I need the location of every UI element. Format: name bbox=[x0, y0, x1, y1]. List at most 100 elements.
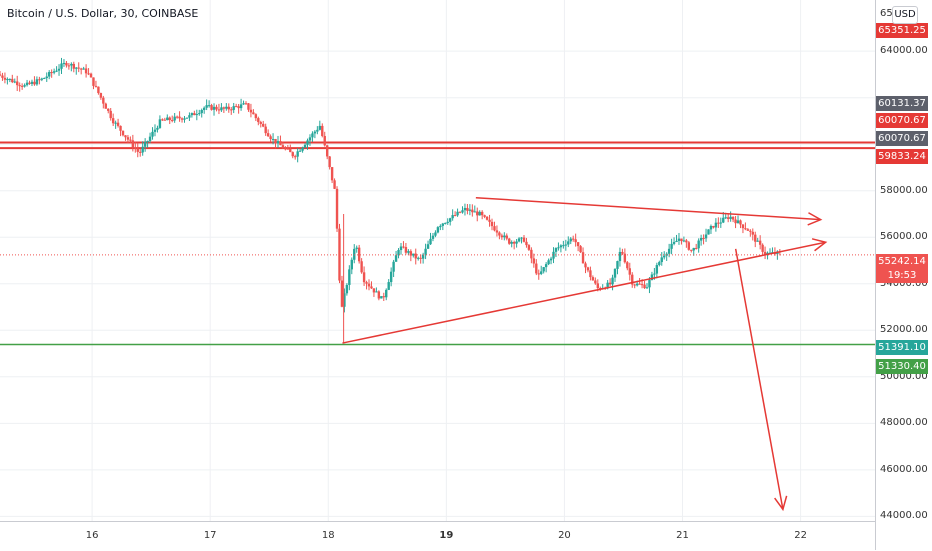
candle-body bbox=[444, 222, 447, 224]
candle-body bbox=[584, 263, 587, 268]
candle-body bbox=[195, 114, 199, 116]
candle-body bbox=[744, 228, 747, 230]
candle-body bbox=[687, 242, 691, 250]
currency-button[interactable]: USD bbox=[892, 6, 918, 24]
candle-body bbox=[259, 122, 262, 124]
candle-body bbox=[362, 272, 366, 283]
candle-body bbox=[62, 62, 66, 64]
candle-body bbox=[382, 296, 385, 298]
candle-body bbox=[613, 268, 617, 278]
time-axis-label: 19 bbox=[439, 530, 454, 541]
candle-body bbox=[355, 247, 358, 249]
candle-body bbox=[544, 264, 548, 268]
candle-body bbox=[535, 263, 538, 274]
price-axis-label: 50000.00 bbox=[880, 370, 928, 382]
candle-body bbox=[345, 284, 349, 294]
candle-body bbox=[746, 229, 750, 231]
candle-body bbox=[139, 151, 142, 153]
candle-body bbox=[33, 81, 36, 85]
candle-body bbox=[741, 224, 745, 229]
candle-body bbox=[0, 74, 2, 76]
triangle-lower-line bbox=[342, 241, 826, 344]
candle-body bbox=[279, 141, 282, 146]
time-axis[interactable] bbox=[0, 521, 875, 551]
price-badge: 51330.40 bbox=[876, 359, 928, 374]
candle-body bbox=[734, 219, 737, 224]
candle-body bbox=[571, 238, 575, 240]
candle-body bbox=[621, 251, 624, 254]
candle-body bbox=[542, 267, 545, 272]
price-chart[interactable] bbox=[0, 0, 875, 521]
candle-body bbox=[289, 148, 292, 153]
candle-body bbox=[225, 106, 228, 109]
candle-body bbox=[540, 271, 543, 274]
candle-body bbox=[726, 217, 730, 219]
candle-body bbox=[493, 226, 496, 231]
candle-body bbox=[453, 215, 457, 217]
candle-body bbox=[722, 217, 725, 223]
candle-body bbox=[114, 122, 117, 124]
candle-body bbox=[655, 265, 659, 274]
candle-body bbox=[183, 118, 186, 120]
candle-body bbox=[134, 147, 137, 149]
candle-body bbox=[50, 72, 53, 74]
candle-body bbox=[581, 252, 585, 264]
candle-body bbox=[697, 240, 700, 249]
candle-body bbox=[635, 283, 639, 286]
candle-body bbox=[294, 156, 297, 158]
price-axis-label: 54000.00 bbox=[880, 277, 928, 289]
chart-area[interactable] bbox=[0, 0, 875, 521]
candle-body bbox=[712, 225, 715, 228]
candle-body bbox=[761, 244, 764, 252]
candle-body bbox=[648, 280, 651, 288]
candle-body bbox=[173, 116, 176, 121]
candle-body bbox=[478, 211, 481, 216]
time-axis-label: 18 bbox=[321, 530, 335, 541]
candle-body bbox=[48, 72, 51, 77]
candle-body bbox=[262, 123, 265, 127]
candle-body bbox=[45, 76, 48, 79]
candle-body bbox=[559, 245, 563, 248]
candle-body bbox=[589, 270, 592, 278]
candle-body bbox=[143, 141, 147, 147]
candle-body bbox=[70, 63, 73, 66]
candle-body bbox=[709, 225, 713, 230]
candle-body bbox=[57, 68, 61, 71]
candle-body bbox=[724, 217, 727, 219]
candle-body bbox=[200, 109, 203, 114]
candle-body bbox=[252, 112, 255, 115]
candle-body bbox=[414, 253, 417, 259]
candle-body bbox=[316, 129, 319, 132]
candle-body bbox=[11, 78, 14, 83]
candle-body bbox=[508, 238, 511, 244]
candle-body bbox=[84, 68, 88, 74]
candle-body bbox=[87, 73, 90, 75]
candle-body bbox=[254, 114, 258, 119]
candle-body bbox=[731, 216, 735, 220]
candle-body bbox=[215, 106, 218, 110]
candle-body bbox=[360, 261, 363, 273]
candle-body bbox=[557, 247, 560, 249]
candle-body bbox=[763, 251, 767, 255]
candle-body bbox=[702, 237, 705, 239]
candle-body bbox=[146, 141, 149, 143]
candle-body bbox=[185, 117, 189, 119]
candle-body bbox=[645, 287, 649, 289]
triangle-upper-arrowhead bbox=[807, 212, 823, 226]
candle-body bbox=[18, 85, 21, 87]
candle-body bbox=[503, 235, 506, 238]
candle-body bbox=[75, 67, 78, 69]
candle-body bbox=[490, 221, 494, 227]
candle-body bbox=[476, 211, 479, 216]
candle-body bbox=[562, 245, 565, 247]
price-badge: 60070.67 bbox=[876, 113, 928, 128]
candle-body bbox=[564, 244, 568, 246]
candle-body bbox=[448, 218, 452, 222]
candle-body bbox=[239, 104, 243, 109]
candle-body bbox=[296, 151, 299, 157]
candle-body bbox=[483, 215, 486, 217]
candle-body bbox=[520, 237, 523, 239]
candle-body bbox=[242, 103, 245, 105]
candle-body bbox=[119, 125, 122, 131]
candle-body bbox=[591, 277, 595, 281]
